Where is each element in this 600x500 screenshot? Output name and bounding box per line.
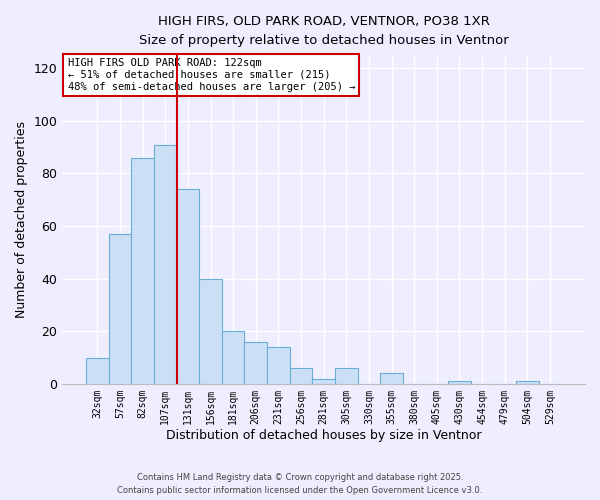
Bar — [176, 189, 199, 384]
X-axis label: Distribution of detached houses by size in Ventnor: Distribution of detached houses by size … — [166, 430, 481, 442]
Bar — [448, 381, 471, 384]
Bar — [335, 368, 358, 384]
Bar — [380, 374, 403, 384]
Bar — [131, 158, 154, 384]
Bar — [154, 144, 176, 384]
Text: HIGH FIRS OLD PARK ROAD: 122sqm
← 51% of detached houses are smaller (215)
48% o: HIGH FIRS OLD PARK ROAD: 122sqm ← 51% of… — [68, 58, 355, 92]
Bar — [267, 347, 290, 384]
Bar — [313, 378, 335, 384]
Y-axis label: Number of detached properties: Number of detached properties — [15, 121, 28, 318]
Text: Contains HM Land Registry data © Crown copyright and database right 2025.
Contai: Contains HM Land Registry data © Crown c… — [118, 474, 482, 495]
Bar — [109, 234, 131, 384]
Title: HIGH FIRS, OLD PARK ROAD, VENTNOR, PO38 1XR
Size of property relative to detache: HIGH FIRS, OLD PARK ROAD, VENTNOR, PO38 … — [139, 15, 509, 47]
Bar — [516, 381, 539, 384]
Bar — [86, 358, 109, 384]
Bar — [244, 342, 267, 384]
Bar — [222, 331, 244, 384]
Bar — [290, 368, 313, 384]
Bar — [199, 278, 222, 384]
